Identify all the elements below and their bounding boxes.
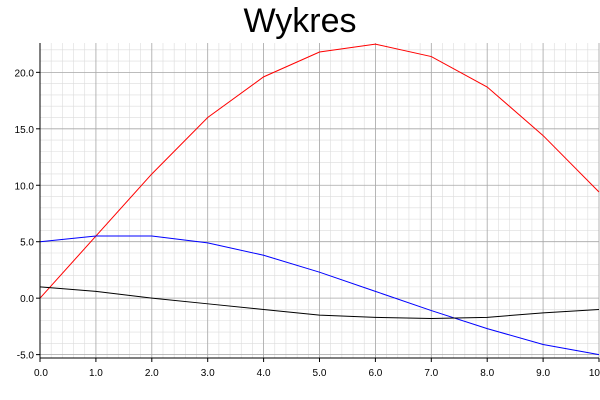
x-tick-label: 0.0 [34, 368, 48, 379]
x-tick-label: 5.0 [313, 368, 327, 379]
chart-title: Wykres [243, 2, 357, 40]
major-grid [39, 43, 600, 358]
x-tick-label: 6.0 [368, 368, 382, 379]
y-tick-label: 15.0 [15, 125, 35, 136]
x-tick-label: 2.0 [145, 368, 159, 379]
x-tick-label: 9.0 [536, 368, 550, 379]
y-tick-label: 20.0 [15, 68, 35, 79]
series-line-1 [39, 43, 600, 299]
x-tick-label: 8.0 [480, 368, 494, 379]
x-tick-label: 4.0 [257, 368, 271, 379]
series-line-3 [39, 286, 600, 319]
y-tick-label: 0.0 [20, 294, 34, 305]
y-tick-label: 5.0 [20, 238, 34, 249]
y-tick-label: 10.0 [15, 181, 35, 192]
y-tick-label: -5.0 [17, 351, 35, 362]
series-line-2 [39, 235, 600, 356]
x-tick-label: 7.0 [424, 368, 438, 379]
x-tick-label: 10 [589, 368, 600, 379]
series-layer [39, 43, 600, 356]
tick-labels: 0.0 1.0 2.0 3.0 4.0 5.0 6.0 7.0 8.0 9.0 10 -5.0 0.0 5… [15, 68, 600, 379]
x-tick-label: 1.0 [89, 368, 103, 379]
x-tick-label: 3.0 [201, 368, 215, 379]
axes [36, 43, 600, 362]
